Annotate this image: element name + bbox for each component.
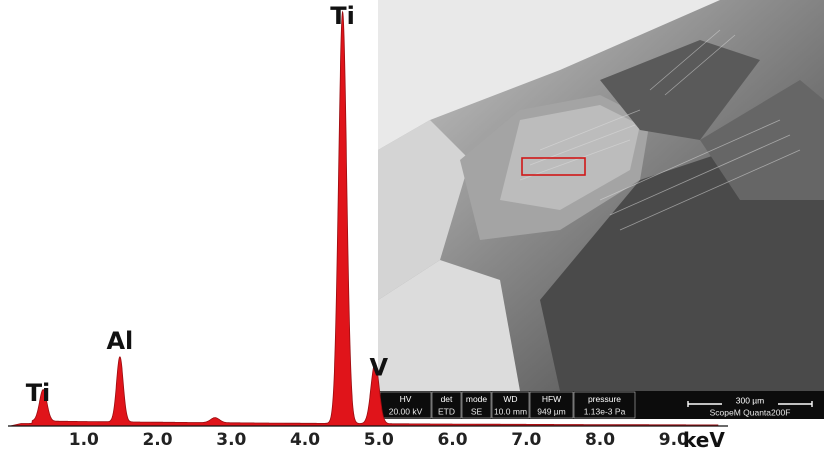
databar-columns: HV 20.00 kV det ETD mode SE WD 10.0 mm HFW 949 µm… — [379, 391, 636, 419]
x-tick-label: 1.0 — [69, 430, 99, 450]
databar-value-hv: 20.00 kV — [389, 407, 423, 417]
analysis-region-box — [521, 157, 586, 176]
sem-image-area — [378, 0, 824, 391]
peak-label-ti-0: Ti — [26, 379, 51, 407]
peak-label-v-3: V — [370, 353, 389, 381]
x-tick-label: 6.0 — [437, 430, 467, 450]
databar-value-det: ETD — [438, 407, 455, 417]
databar-cell — [461, 391, 492, 419]
sem-databar: HV 20.00 kV det ETD mode SE WD 10.0 mm HFW 949 µm… — [378, 391, 824, 419]
peak-labels: Ti Al Ti V — [26, 2, 389, 407]
databar-cell — [491, 391, 530, 419]
x-tick-label: 9.0 — [659, 430, 689, 450]
databar-value-mode: SE — [471, 407, 483, 417]
peak-label-al-1: Al — [106, 327, 133, 355]
databar-cell — [573, 391, 636, 419]
sem-micrograph: HV 20.00 kV det ETD mode SE WD 10.0 mm HFW 949 µm… — [378, 0, 824, 419]
databar-header-hfw: HFW — [542, 394, 561, 404]
databar-cell — [529, 391, 574, 419]
x-tick-labels: 1.0 2.0 3.0 4.0 5.0 6.0 7.0 8.0 9.0 — [69, 430, 689, 450]
scale-bar-label: 300 µm — [736, 396, 765, 406]
x-axis-unit-label: keV — [683, 428, 725, 452]
databar-value-pressure: 1.13e-3 Pa — [584, 407, 626, 417]
eds-spectrum: Ti Al Ti V 1.0 2.0 3.0 4.0 5.0 6.0 7.0 8.0 9.0 keV — [8, 2, 728, 452]
databar-header-det: det — [441, 394, 453, 404]
databar-value-wd: 10.0 mm — [494, 407, 527, 417]
databar-value-hfw: 949 µm — [537, 407, 566, 417]
databar-header-mode: mode — [466, 394, 488, 404]
x-tick-label: 8.0 — [585, 430, 615, 450]
databar-header-hv: HV — [400, 394, 412, 404]
spectrum-fill — [9, 10, 719, 427]
databar-header-wd: WD — [503, 394, 517, 404]
databar-cell — [431, 391, 462, 419]
x-tick-label: 2.0 — [142, 430, 172, 450]
x-tick-label: 3.0 — [216, 430, 246, 450]
x-tick-label: 5.0 — [364, 430, 394, 450]
peak-label-ti-2: Ti — [330, 2, 355, 30]
x-tick-label: 4.0 — [290, 430, 320, 450]
databar-header-pressure: pressure — [588, 394, 621, 404]
instrument-label: ScopeM Quanta200F — [710, 408, 791, 418]
x-tick-label: 7.0 — [511, 430, 541, 450]
